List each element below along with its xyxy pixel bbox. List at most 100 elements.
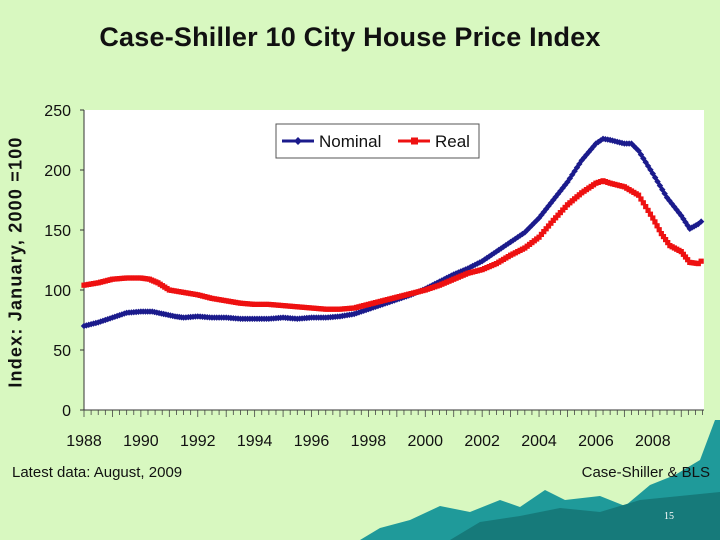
series-real (81, 178, 704, 312)
data-point (573, 164, 581, 171)
data-point (658, 231, 664, 237)
data-point (640, 155, 647, 162)
data-point (559, 184, 566, 192)
data-point (638, 196, 644, 202)
y-tick-label: 50 (53, 343, 71, 360)
data-point (550, 196, 557, 204)
data-point (583, 151, 590, 158)
axes (83, 110, 704, 411)
data-point (645, 207, 651, 213)
data-point (566, 175, 574, 182)
data-point (643, 204, 649, 210)
data-point (692, 222, 700, 229)
latest-data-note: Latest data: August, 2009 (12, 464, 183, 481)
data-point (665, 240, 671, 246)
data-point (540, 208, 547, 216)
data-point (647, 211, 654, 217)
data-point (538, 231, 545, 237)
data-point (533, 217, 540, 224)
data-point (678, 212, 685, 219)
y-tick-label: 250 (44, 103, 71, 120)
x-tick-label: 2004 (521, 433, 557, 450)
x-axis-ticks: 1988 1990 1992 1994 1996 1998 2000 2002 2004 2006… (66, 410, 703, 450)
data-point (543, 226, 549, 232)
data-point (531, 219, 538, 226)
data-point (647, 166, 654, 173)
data-point (547, 199, 555, 207)
data-point (682, 254, 689, 260)
data-point (590, 143, 597, 150)
x-tick-label: 2002 (464, 433, 500, 450)
data-point (656, 227, 662, 233)
y-tick-label: 150 (44, 223, 71, 240)
landscape-shadow-shape (450, 492, 720, 540)
x-tick-label: 1994 (237, 433, 273, 450)
data-point (663, 194, 671, 201)
data-point (519, 230, 526, 238)
data-point (564, 178, 571, 186)
data-point (555, 212, 561, 218)
x-tick-label: 1988 (66, 433, 102, 450)
y-tick-label: 0 (62, 403, 71, 420)
data-point (507, 238, 514, 246)
data-point (633, 145, 640, 152)
data-point (509, 237, 517, 244)
data-point (495, 246, 502, 254)
data-point (576, 160, 583, 168)
series-layer (80, 135, 705, 330)
data-point (660, 234, 667, 240)
data-point (630, 142, 638, 150)
plot-area (84, 110, 704, 410)
data-point (535, 214, 543, 222)
data-point (552, 193, 559, 201)
x-tick-label: 2008 (635, 433, 671, 450)
data-point (654, 223, 660, 229)
data-point (523, 226, 531, 234)
data-point (557, 210, 563, 216)
data-point (650, 215, 656, 221)
data-point (526, 224, 533, 231)
data-point (514, 234, 521, 241)
data-point (656, 182, 664, 189)
y-tick-label: 100 (44, 283, 71, 300)
data-point (545, 223, 552, 229)
data-point (587, 146, 595, 153)
data-point (685, 257, 691, 263)
data-point (695, 261, 701, 267)
x-tick-label: 1996 (294, 433, 330, 450)
y-tick-label: 200 (44, 163, 71, 180)
data-point (516, 232, 524, 239)
data-point (678, 249, 684, 255)
page-number: 15 (664, 511, 674, 522)
data-point (698, 258, 704, 264)
decorative-landscape-graphic (360, 420, 720, 540)
legend: Nominal Real (275, 123, 480, 159)
data-point (695, 220, 702, 228)
data-point (536, 234, 542, 240)
x-tick-label: 2006 (578, 433, 614, 450)
data-point (661, 190, 668, 197)
source-note: Case-Shiller & BLS (581, 464, 710, 481)
data-point (663, 237, 669, 243)
data-point (673, 206, 680, 213)
legend-label-nominal: Nominal (319, 132, 381, 151)
data-point (680, 251, 686, 257)
x-tick-label: 1992 (180, 433, 216, 450)
legend-marker-diamond (294, 137, 302, 145)
x-tick-label: 1990 (123, 433, 159, 450)
data-point (652, 219, 658, 225)
x-tick-label: 2000 (407, 433, 443, 450)
data-point (684, 222, 691, 229)
data-point (542, 205, 550, 213)
data-point (682, 219, 689, 226)
legend-marker-square (411, 137, 418, 145)
y-axis-ticks: 0 50 100 150 200 250 (44, 103, 84, 420)
data-point (635, 192, 642, 198)
data-point (697, 218, 705, 225)
x-tick-label: 1998 (351, 433, 387, 450)
data-point (557, 187, 564, 195)
data-point (649, 170, 657, 177)
data-point (541, 229, 547, 235)
slide-title: Case-Shiller 10 City House Price Index (99, 22, 601, 52)
